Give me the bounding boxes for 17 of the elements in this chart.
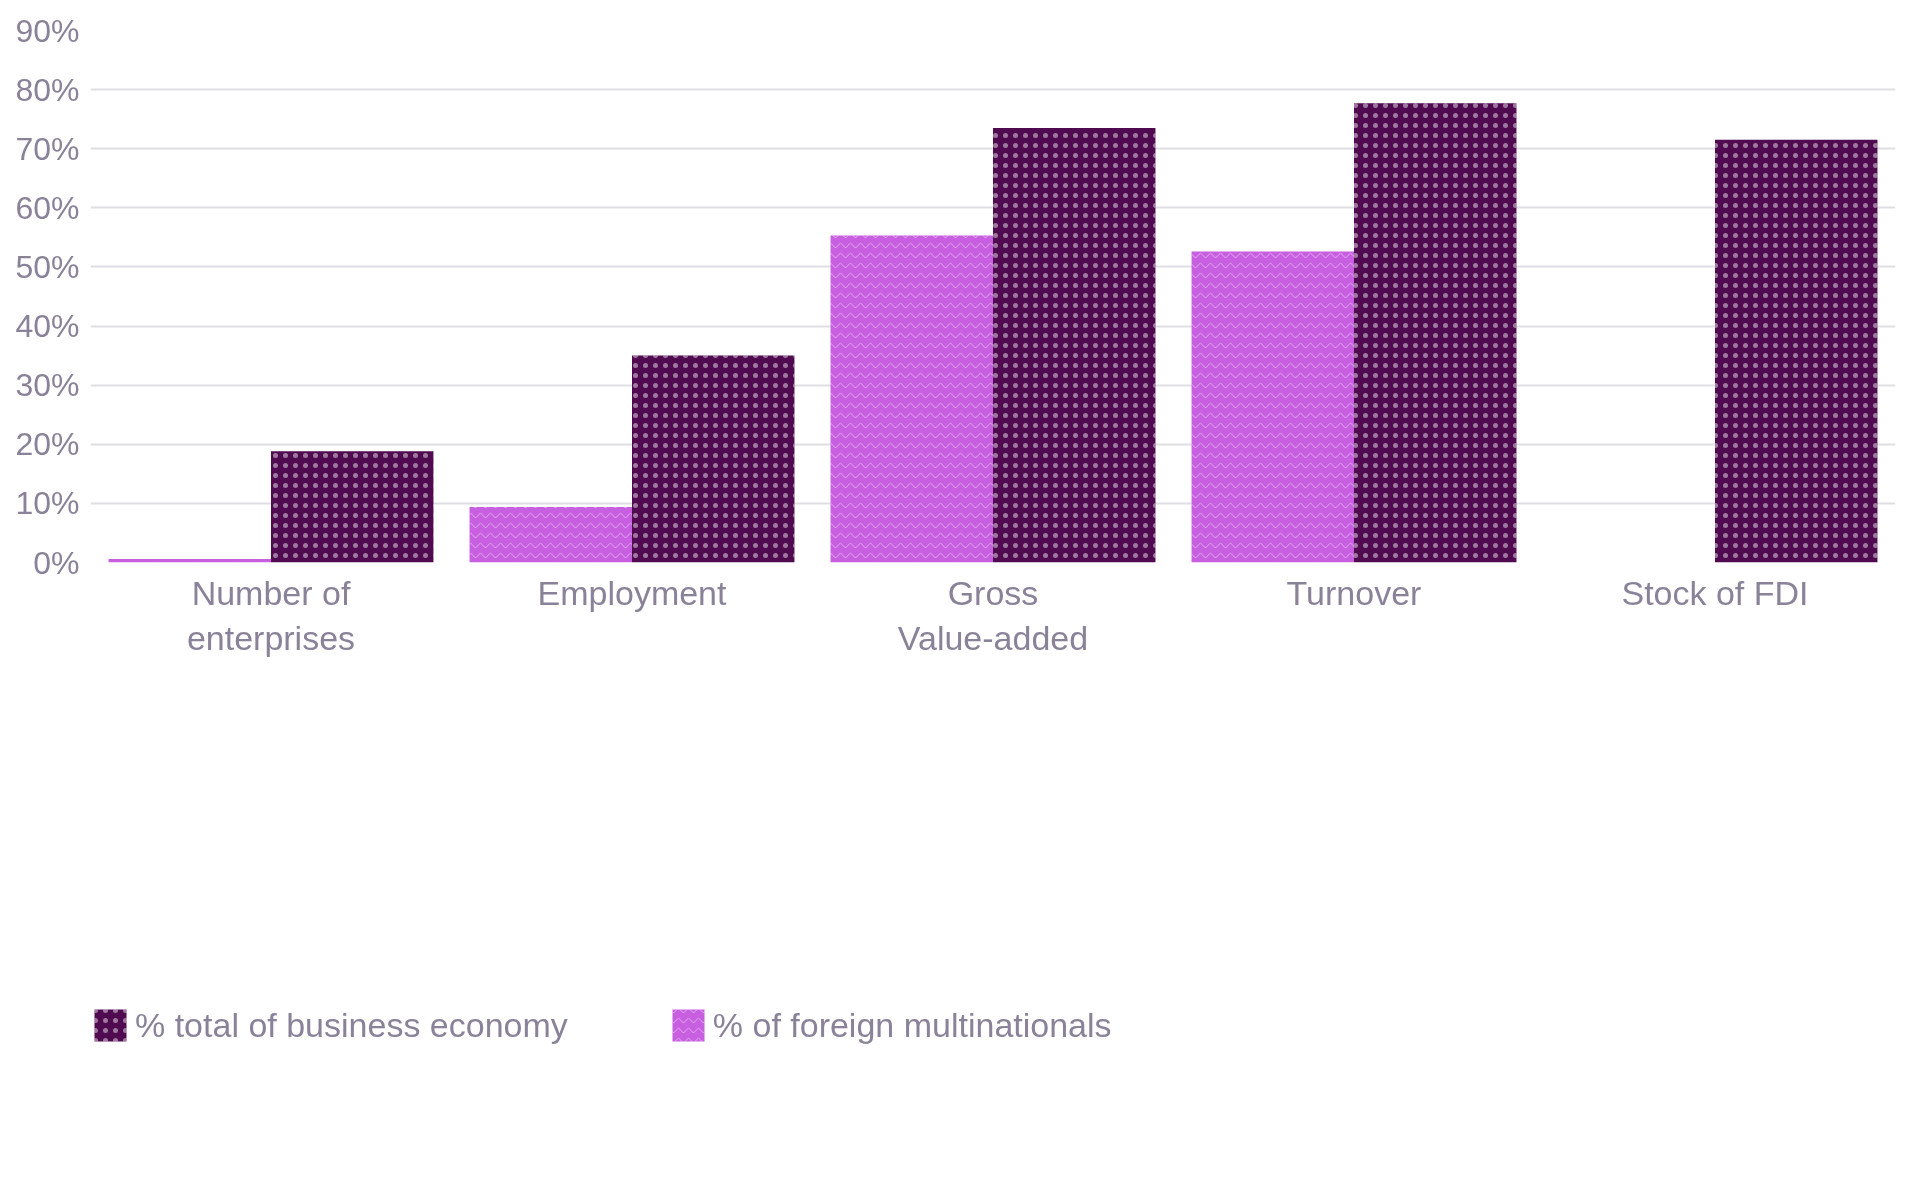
y-tick-label: 70% bbox=[15, 130, 80, 167]
legend-label: % total of business economy bbox=[135, 1005, 568, 1045]
x-tick-label: Stock of FDI bbox=[1621, 573, 1809, 612]
legend-label: % of foreign multinationals bbox=[712, 1005, 1112, 1045]
y-tick-label: 0% bbox=[33, 544, 80, 581]
x-tick-label: Turnover bbox=[1286, 573, 1422, 612]
y-tick-label: 10% bbox=[15, 485, 80, 522]
y-tick-label: 60% bbox=[15, 189, 80, 226]
x-tick-label: Gross Value-added bbox=[897, 573, 1089, 658]
y-tick-label: 40% bbox=[15, 308, 80, 345]
y-tick-label: 50% bbox=[15, 248, 80, 285]
y-tick-label: 90% bbox=[15, 12, 80, 49]
y-tick-label: 20% bbox=[15, 426, 80, 463]
x-tick-label: Employment bbox=[537, 573, 728, 612]
y-tick-label: 80% bbox=[15, 71, 80, 108]
y-tick-label: 30% bbox=[15, 367, 80, 404]
x-tick-label: Number of enterprises bbox=[186, 573, 356, 658]
